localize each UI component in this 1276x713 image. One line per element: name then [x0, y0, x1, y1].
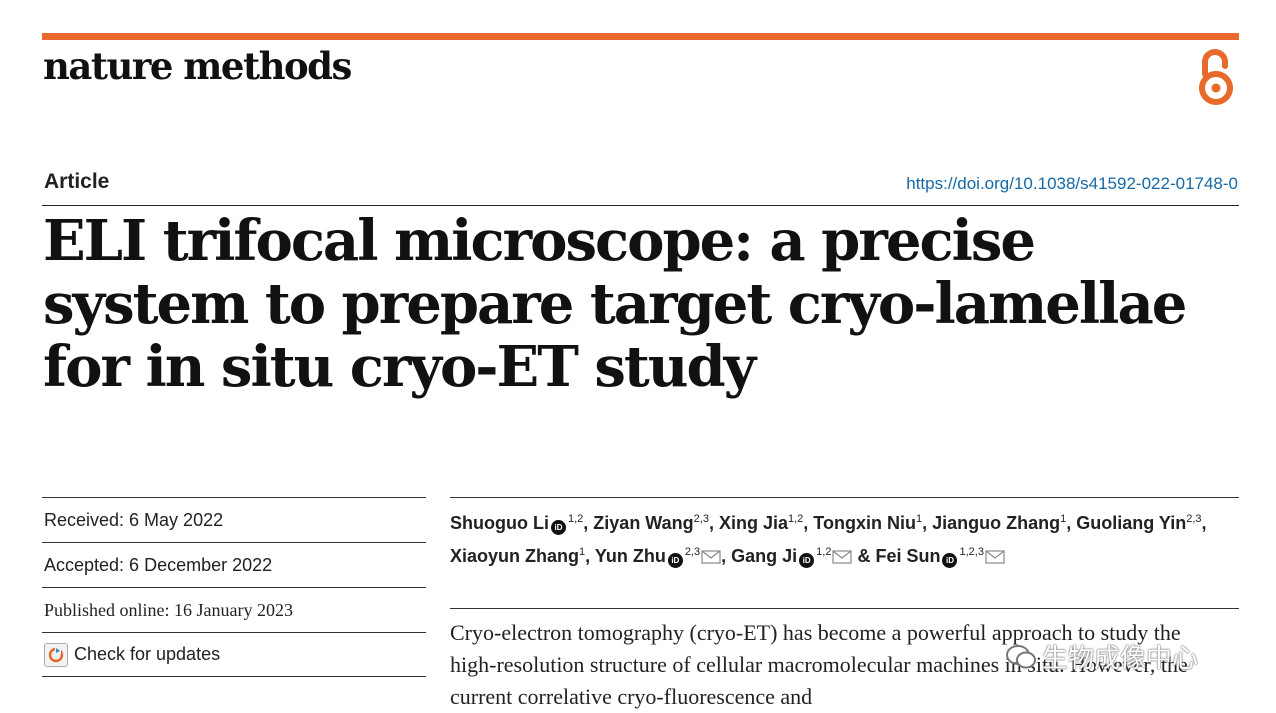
open-access-icon[interactable]	[1196, 46, 1236, 108]
article-dates: Received: 6 May 2022 Accepted: 6 Decembe…	[42, 497, 426, 677]
author-separator: &	[852, 546, 876, 566]
author-name-text: Jianguo Zhang	[932, 513, 1061, 533]
author-name[interactable]: Shuoguo Li iD1,2	[450, 513, 584, 535]
author-name[interactable]: Gang Ji iD1,2	[731, 546, 853, 568]
orcid-icon[interactable]: iD	[942, 553, 958, 568]
doi-link[interactable]: https://doi.org/10.1038/s41592-022-01748…	[906, 174, 1238, 193]
email-icon[interactable]	[701, 550, 721, 564]
email-icon[interactable]	[985, 550, 1005, 564]
author-name-text: Gang Ji	[731, 546, 798, 566]
abstract-divider	[450, 608, 1239, 609]
author-separator: ,	[708, 513, 719, 533]
author-name-text: Guoliang Yin	[1076, 513, 1187, 533]
orcid-icon[interactable]: iD	[799, 553, 815, 568]
author-separator: ,	[1066, 513, 1077, 533]
author-list: Shuoguo Li iD1,2, Ziyan Wang2,3, Xing Jia…	[450, 505, 1240, 571]
wechat-icon	[1006, 644, 1036, 668]
check-for-updates-button[interactable]: Check for updates	[42, 632, 426, 677]
header-divider	[42, 205, 1239, 206]
article-title: ELI trifocal microscope: a precise syste…	[43, 208, 1187, 400]
author-separator: ,	[922, 513, 933, 533]
wechat-watermark: 生物成像中心	[1006, 638, 1198, 675]
author-separator: ,	[721, 546, 732, 566]
check-updates-icon	[44, 642, 68, 667]
author-separator: ,	[585, 546, 595, 566]
author-name-text: Yun Zhu	[594, 546, 666, 566]
authors-divider	[450, 497, 1239, 498]
affiliation-superscript: 1	[579, 546, 586, 558]
author-name[interactable]: Xing Jia1,2	[719, 513, 803, 533]
author-separator: ,	[583, 513, 594, 533]
author-name[interactable]: Tongxin Niu1	[813, 513, 922, 533]
author-name-text: Ziyan Wang	[593, 513, 694, 533]
affiliation-superscript: 1,2	[787, 513, 804, 525]
author-name[interactable]: Ziyan Wang2,3	[593, 513, 709, 533]
author-name[interactable]: Guoliang Yin2,3	[1076, 513, 1201, 533]
author-name-text: Xiaoyun Zhang	[450, 546, 580, 566]
author-name-text: Fei Sun	[875, 546, 941, 566]
accepted-date: Accepted: 6 December 2022	[42, 542, 426, 587]
author-name-text: Xing Jia	[718, 513, 788, 533]
author-separator: ,	[1201, 513, 1207, 533]
author-name-text: Tongxin Niu	[813, 513, 916, 533]
affiliation-superscript: 1,2	[816, 546, 832, 558]
orcid-icon[interactable]: iD	[550, 520, 566, 535]
abstract-text: Cryo-electron tomography (cryo-ET) has b…	[450, 620, 1188, 709]
affiliation-superscript: 1,2	[567, 513, 584, 525]
journal-accent-bar	[42, 33, 1239, 40]
author-name-text: Shuoguo Li	[450, 513, 549, 533]
author-name[interactable]: Xiaoyun Zhang1	[450, 546, 585, 566]
received-date: Received: 6 May 2022	[42, 497, 426, 542]
watermark-text: 生物成像中心	[1042, 643, 1199, 673]
affiliation-superscript: 1,2,3	[959, 546, 984, 558]
affiliation-superscript: 2,3	[693, 513, 709, 525]
journal-name[interactable]: nature methods	[43, 44, 352, 88]
published-date: Published online: 16 January 2023	[42, 587, 426, 632]
author-name[interactable]: Jianguo Zhang1	[932, 513, 1066, 533]
email-icon[interactable]	[832, 550, 853, 564]
affiliation-superscript: 1	[1060, 513, 1067, 525]
affiliation-superscript: 2,3	[684, 546, 701, 558]
affiliation-superscript: 2,3	[1186, 513, 1202, 525]
author-separator: ,	[803, 513, 814, 533]
author-name[interactable]: Yun Zhu iD2,3	[594, 546, 721, 568]
orcid-icon[interactable]: iD	[667, 553, 683, 568]
affiliation-superscript: 1	[915, 513, 923, 525]
check-updates-label: Check for updates	[74, 644, 221, 664]
author-name[interactable]: Fei Sun iD1,2,3	[875, 546, 1005, 568]
article-type-label: Article	[44, 170, 110, 193]
